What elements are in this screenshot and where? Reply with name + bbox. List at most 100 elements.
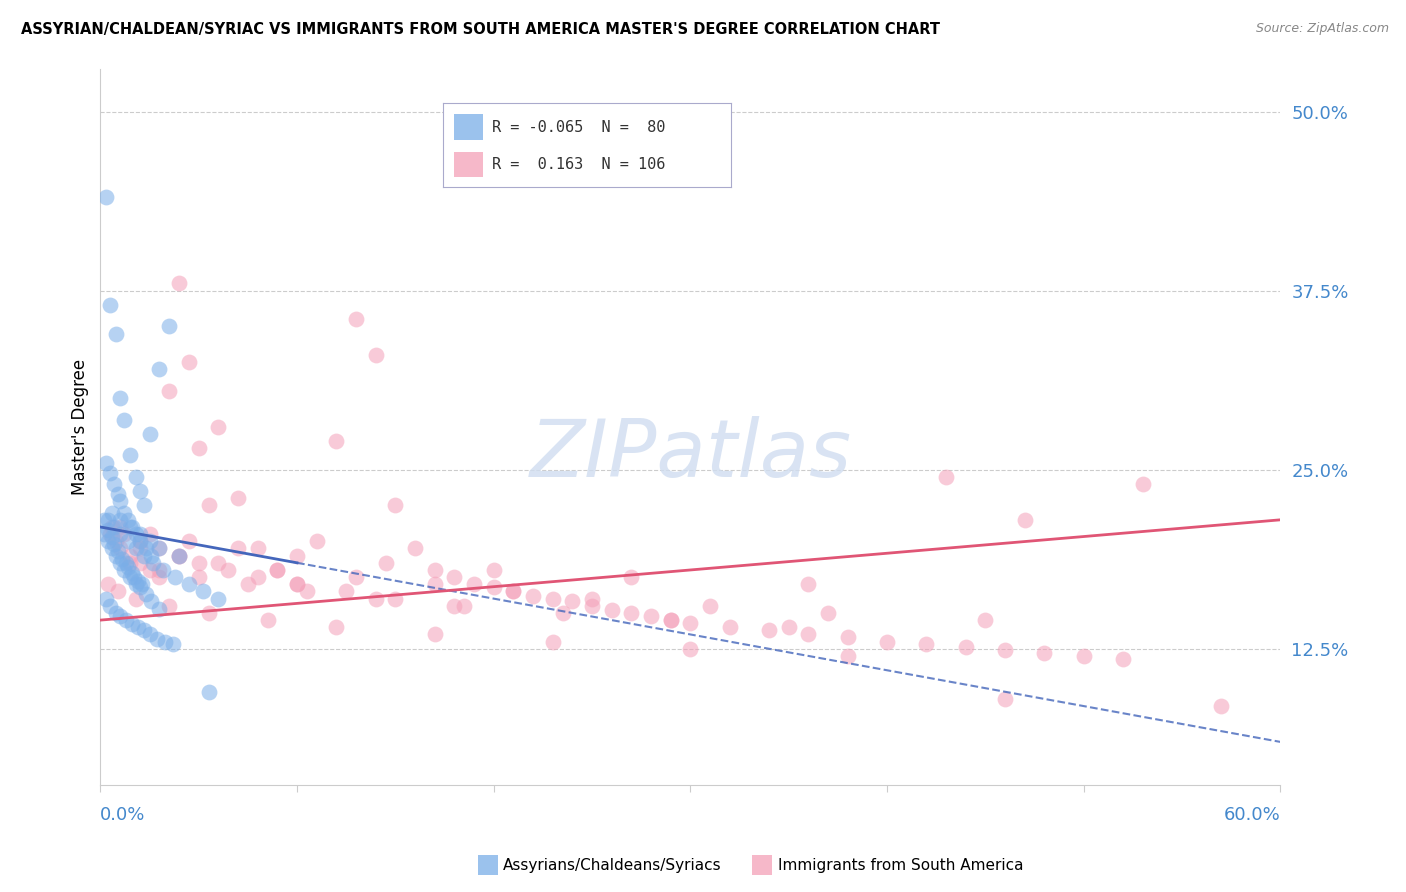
Point <box>112 527 135 541</box>
Point <box>148 541 170 556</box>
Point <box>502 584 524 599</box>
Point <box>112 412 135 426</box>
Point <box>167 277 190 291</box>
Point <box>132 549 155 563</box>
Point <box>128 527 150 541</box>
Point <box>121 520 143 534</box>
Point <box>226 491 249 506</box>
Point <box>207 419 229 434</box>
Point <box>443 570 465 584</box>
Point <box>105 326 128 341</box>
Point <box>125 541 148 556</box>
Point <box>138 426 160 441</box>
Point <box>101 541 124 556</box>
Point <box>108 494 131 508</box>
Point <box>344 312 367 326</box>
Point <box>482 563 505 577</box>
FancyBboxPatch shape <box>454 152 484 178</box>
Point <box>101 520 124 534</box>
Point <box>197 499 219 513</box>
Point <box>112 563 135 577</box>
Point <box>128 534 150 549</box>
Point <box>148 570 170 584</box>
Point <box>111 551 134 566</box>
Point <box>103 520 125 534</box>
Point <box>295 584 318 599</box>
Point <box>138 534 160 549</box>
Point <box>955 640 977 655</box>
Point <box>453 599 475 613</box>
Point <box>679 615 702 630</box>
Point <box>103 537 125 551</box>
Point <box>108 391 131 405</box>
Point <box>197 606 219 620</box>
Point <box>146 632 169 646</box>
Point <box>226 541 249 556</box>
Point <box>817 606 839 620</box>
Point <box>105 549 128 563</box>
Point <box>108 513 131 527</box>
Point <box>97 534 120 549</box>
Point <box>118 520 141 534</box>
Point <box>581 599 603 613</box>
Point <box>157 599 180 613</box>
Point <box>131 577 153 591</box>
Point <box>679 641 702 656</box>
Point <box>1073 648 1095 663</box>
Point <box>128 556 150 570</box>
Point <box>128 534 150 549</box>
Point <box>718 620 741 634</box>
Point <box>135 541 157 556</box>
Point <box>797 577 820 591</box>
Point <box>266 563 288 577</box>
Point <box>117 534 139 549</box>
Point <box>98 466 121 480</box>
Point <box>107 487 129 501</box>
Point <box>1112 652 1135 666</box>
Point <box>107 544 129 558</box>
Text: 0.0%: 0.0% <box>100 806 146 824</box>
Point <box>463 577 485 591</box>
Point <box>148 601 170 615</box>
Point <box>699 599 721 613</box>
Point <box>935 470 957 484</box>
Point <box>93 513 115 527</box>
Text: R =  0.163  N = 106: R = 0.163 N = 106 <box>492 157 665 172</box>
Point <box>125 591 148 606</box>
Point <box>167 549 190 563</box>
Point <box>138 527 160 541</box>
Point <box>125 577 148 591</box>
Point <box>285 549 308 563</box>
Point <box>112 506 135 520</box>
Point <box>122 570 145 584</box>
Point <box>105 606 128 620</box>
Point <box>97 523 120 537</box>
Point <box>1014 513 1036 527</box>
Point <box>187 570 209 584</box>
Point <box>364 348 387 362</box>
Point <box>974 613 997 627</box>
Point <box>96 190 118 204</box>
Point <box>97 577 120 591</box>
Point <box>325 434 347 448</box>
Point <box>132 623 155 637</box>
Point <box>285 577 308 591</box>
Point <box>125 527 148 541</box>
Point <box>344 570 367 584</box>
Point <box>177 355 200 369</box>
Point <box>103 477 125 491</box>
Point <box>177 577 200 591</box>
Point <box>157 319 180 334</box>
Point <box>96 456 118 470</box>
Point <box>128 541 150 556</box>
Point <box>256 613 278 627</box>
Point <box>128 580 150 594</box>
Point <box>108 556 131 570</box>
Point <box>141 594 163 608</box>
Point <box>155 634 177 648</box>
Point <box>101 530 124 544</box>
Point <box>105 534 128 549</box>
Point <box>423 577 446 591</box>
Point <box>108 541 131 556</box>
Point <box>207 556 229 570</box>
